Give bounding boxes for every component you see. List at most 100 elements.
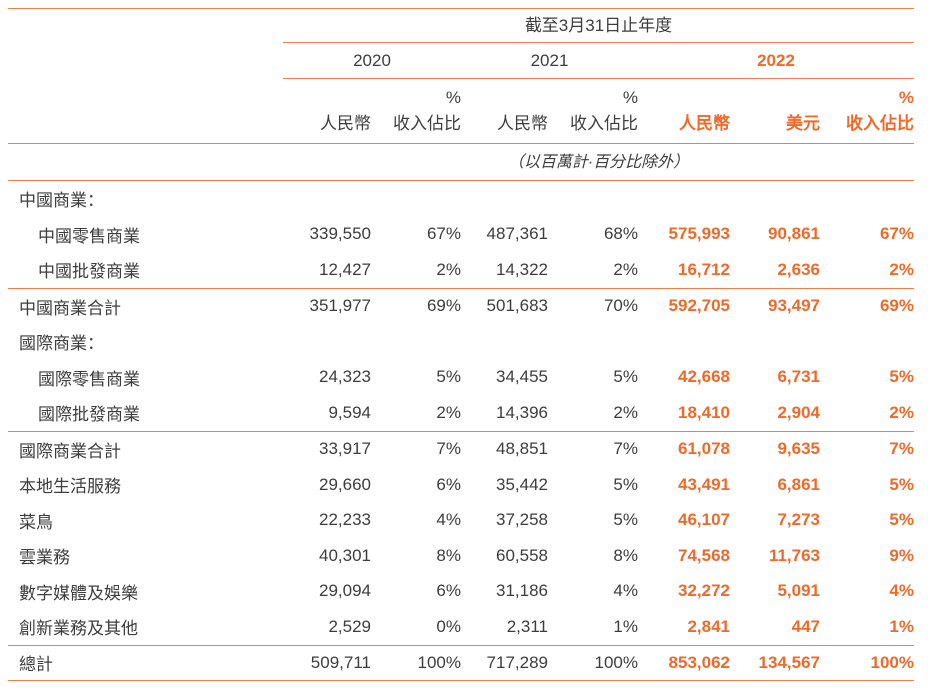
cell-2022-pct: 5% [889, 510, 914, 530]
cell-2021-pct: 4% [613, 581, 638, 601]
table-row: 數字媒體及娛樂 29,094 6% 31,186 4% 32,272 5,091… [8, 574, 914, 610]
column-header-label: 人民幣 [497, 114, 548, 133]
column-header-row: 人民幣 % 收入佔比 人民幣 % 收入佔比 人民幣 美元 % 收入佔比 [8, 79, 914, 144]
period-title: 截至3月31日止年度 [283, 9, 914, 43]
cell-2020-rmb: 22,233 [319, 510, 371, 530]
cell-2020-rmb: 339,550 [309, 224, 371, 244]
row-label: 中國商業合計 [19, 298, 121, 318]
cell-2022-usd: 9,635 [777, 439, 820, 459]
cell-2020-pct: 100% [417, 652, 461, 672]
column-header-spacer [8, 137, 283, 143]
cell-2022-rmb: 42,668 [678, 367, 730, 387]
cell-2021-pct: 2% [613, 259, 638, 279]
row-label: 雲業務 [19, 548, 70, 568]
cell-2022-rmb: 2,841 [687, 616, 730, 636]
row-label: 國際零售商業 [38, 369, 140, 389]
cell-2022-rmb: 575,993 [668, 224, 730, 244]
year-header-row: 2020 2021 2022 [283, 43, 914, 79]
cell-2022-rmb: 43,491 [678, 474, 730, 494]
cell-2020-pct: 69% [426, 296, 461, 316]
table-row-total: 總計 509,711 100% 717,289 100% 853,062 134… [8, 644, 914, 681]
cell-2022-usd: 90,861 [768, 224, 820, 244]
cell-2021-pct: 100% [594, 652, 638, 672]
table-row: 國際商業： [8, 324, 914, 360]
cell-2021-rmb: 35,442 [496, 474, 548, 494]
cell-2022-rmb: 853,062 [668, 652, 730, 672]
pct-symbol: % [622, 88, 638, 107]
cell-2020-rmb: 33,917 [319, 439, 371, 459]
pct-symbol: % [445, 88, 461, 107]
cell-2022-usd: 2,904 [777, 402, 820, 422]
column-header-2020-rmb: 人民幣 [283, 111, 371, 143]
cell-2022-usd: 5,091 [777, 581, 820, 601]
cell-2021-pct: 68% [603, 224, 638, 244]
cell-2022-rmb: 18,410 [678, 402, 730, 422]
row-label: 中國批發商業 [38, 262, 140, 282]
cell-2022-pct: 1% [889, 616, 914, 636]
cell-2020-rmb: 12,427 [319, 259, 371, 279]
cell-2020-rmb: 509,711 [310, 652, 371, 672]
column-header-2022-pct: % 收入佔比 [820, 85, 914, 143]
table-row: 國際批發商業 9,594 2% 14,396 2% 18,410 2,904 2… [8, 395, 914, 431]
column-header-2022-rmb: 人民幣 [638, 111, 730, 143]
cell-2022-usd: 93,497 [768, 296, 820, 316]
year-2021: 2021 [530, 50, 569, 70]
table-row-subtotal: 國際商業合計 33,917 7% 48,851 7% 61,078 9,635 … [8, 430, 914, 468]
cell-2020-pct: 4% [436, 510, 461, 530]
cell-2022-usd: 447 [791, 616, 820, 636]
row-label: 創新業務及其他 [19, 619, 138, 639]
cell-2021-pct: 7% [613, 439, 638, 459]
cell-2021-pct: 8% [613, 545, 638, 565]
cell-2021-pct: 5% [613, 474, 638, 494]
table-row: 本地生活服務 29,660 6% 35,442 5% 43,491 6,861 … [8, 467, 914, 503]
cell-2020-rmb: 351,977 [309, 296, 371, 316]
cell-2021-rmb: 34,455 [496, 367, 548, 387]
cell-2022-rmb: 46,107 [678, 510, 730, 530]
cell-2022-usd: 7,273 [777, 510, 820, 530]
column-header-2020-pct: % 收入佔比 [371, 85, 461, 143]
table-row: 雲業務 40,301 8% 60,558 8% 74,568 11,763 9% [8, 538, 914, 574]
cell-2022-pct: 7% [889, 439, 914, 459]
table-row: 中國商業： [8, 181, 914, 217]
year-2020: 2020 [353, 50, 391, 70]
cell-2022-pct: 2% [889, 259, 914, 279]
cell-2020-pct: 7% [436, 439, 461, 459]
cell-2020-pct: 6% [436, 581, 461, 601]
cell-2020-rmb: 29,094 [319, 581, 371, 601]
cell-2020-pct: 5% [436, 367, 461, 387]
cell-2021-rmb: 60,558 [496, 545, 548, 565]
row-label: 國際商業： [19, 334, 104, 354]
cell-2021-pct: 5% [613, 510, 638, 530]
cell-2022-pct: 2% [889, 402, 914, 422]
row-label: 菜鳥 [19, 512, 53, 532]
cell-2021-rmb: 14,322 [496, 259, 548, 279]
cell-2022-usd: 2,636 [777, 259, 820, 279]
row-label: 國際商業合計 [19, 441, 121, 461]
cell-2021-rmb: 2,311 [506, 616, 548, 636]
cell-2022-usd: 6,731 [777, 367, 820, 387]
cell-2022-usd: 11,763 [768, 545, 820, 565]
cell-2020-pct: 2% [436, 402, 461, 422]
cell-2020-rmb: 2,529 [328, 616, 371, 636]
cell-2022-pct: 9% [889, 545, 914, 565]
column-header-2021-pct: % 收入佔比 [548, 85, 638, 143]
cell-2022-pct: 5% [889, 474, 914, 494]
cell-2021-pct: 1% [613, 616, 638, 636]
table-row: 國際零售商業 24,323 5% 34,455 5% 42,668 6,731 … [8, 360, 914, 396]
cell-2020-rmb: 9,594 [328, 402, 371, 422]
cell-2021-rmb: 37,258 [496, 510, 548, 530]
cell-2020-pct: 67% [426, 224, 461, 244]
column-header-2022-usd: 美元 [730, 111, 820, 143]
cell-2022-usd: 6,861 [777, 474, 820, 494]
column-header-label: 收入佔比 [570, 114, 638, 133]
cell-2022-pct: 5% [889, 367, 914, 387]
year-2022: 2022 [757, 50, 795, 70]
units-note: （以百萬計·百分比除外） [8, 144, 914, 181]
cell-2022-pct: 4% [889, 581, 914, 601]
column-header-2021-rmb: 人民幣 [461, 111, 548, 143]
cell-2020-rmb: 29,660 [319, 474, 371, 494]
cell-2021-rmb: 31,186 [496, 581, 548, 601]
cell-2021-rmb: 48,851 [496, 439, 548, 459]
column-header-label: 美元 [786, 114, 820, 133]
cell-2022-rmb: 61,078 [678, 439, 730, 459]
